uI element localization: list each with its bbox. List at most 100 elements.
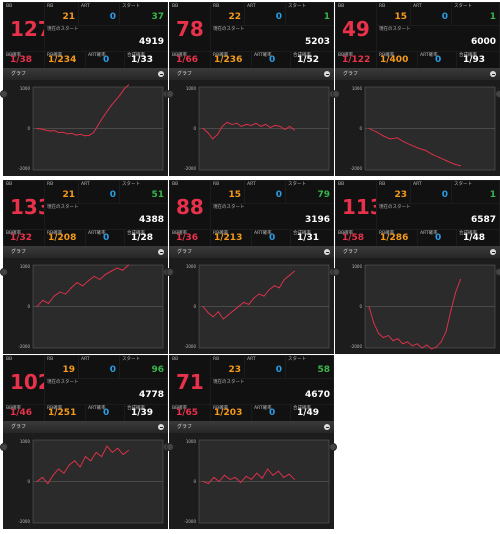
collapse-icon[interactable] [158, 71, 164, 77]
bb-cell-value: 102 [10, 370, 44, 394]
graph-header[interactable]: グラフ [3, 246, 168, 258]
data-point [234, 476, 236, 478]
data-point [407, 341, 408, 343]
start-cell-value: 96 [151, 365, 164, 375]
rb-rate-cell-value: 1/203 [214, 408, 243, 418]
data-point [238, 306, 240, 307]
scroll-left-handle[interactable] [0, 443, 8, 451]
y-tick-label: 1000 [20, 439, 31, 444]
bb-rate-cell-label: BB確率 [6, 231, 22, 236]
collapse-icon[interactable] [158, 249, 164, 255]
data-point [111, 451, 113, 453]
total-rate-cell: 合成確率 1/31 [291, 230, 333, 246]
y-tick-label: 1000 [186, 439, 197, 444]
rb-cell-label: RB [47, 4, 54, 9]
data-point [114, 100, 116, 101]
rb-rate-cell-value: 1/236 [214, 55, 243, 65]
scroll-left-handle[interactable] [166, 443, 174, 451]
data-point [231, 123, 233, 125]
data-point [123, 88, 125, 90]
data-point [431, 348, 433, 350]
y-tick-label: 1000 [20, 86, 31, 91]
data-point [378, 333, 380, 334]
collapse-icon[interactable] [490, 249, 496, 255]
bb-rate-cell-value: 1/38 [10, 55, 33, 65]
rb-rate-cell: RB確率 1/213 [211, 230, 251, 246]
data-point [263, 295, 265, 297]
total-rate-cell-value: 1/33 [131, 55, 154, 65]
data-point [274, 124, 276, 126]
current-start-cell-label: 現在のスタート [379, 205, 411, 210]
scroll-left-handle[interactable] [332, 90, 340, 98]
data-point [105, 273, 107, 275]
data-point [424, 149, 426, 151]
scroll-right-handle[interactable] [495, 268, 500, 276]
data-point [67, 133, 68, 135]
art-rate-cell: ART確率 0 [86, 52, 124, 68]
graph-header[interactable]: グラフ [335, 68, 500, 80]
graph-svg: 1000 0 -2000 [184, 264, 330, 349]
data-point [84, 135, 86, 137]
scroll-left-handle[interactable] [332, 268, 340, 276]
collapse-icon[interactable] [158, 424, 164, 430]
data-point [93, 132, 95, 134]
current-start-cell-value: 4778 [138, 390, 164, 400]
total-rate-cell-label: 合成確率 [293, 53, 311, 58]
data-point [233, 310, 234, 312]
bb-cell: BB 113 [336, 181, 376, 229]
start-cell: スタート 79 [286, 181, 333, 203]
bb-rate-cell: BB確率 1/66 [170, 52, 210, 68]
graph-header[interactable]: グラフ [169, 246, 334, 258]
collapse-icon[interactable] [324, 71, 330, 77]
scroll-left-handle[interactable] [0, 90, 8, 98]
bb-rate-cell: BB確率 1/36 [170, 230, 210, 246]
data-point [99, 279, 101, 280]
stats-grid: BB133RB21ART0スタート51現在のスタート4388BB確率1/32RB… [3, 180, 168, 246]
machine-panel: BB 49 RB 15 ART 0 スタート 1 現在のスタート 6000 BB確率 1/122 RB確… [332, 2, 500, 176]
graph-header[interactable]: グラフ [169, 68, 334, 80]
current-start-cell-label: 現在のスタート [213, 27, 245, 32]
start-cell: スタート 96 [120, 356, 167, 378]
data-point [110, 270, 112, 272]
scroll-left-handle[interactable] [166, 268, 174, 276]
graph-area: 1000 0 -2000 [166, 433, 337, 529]
y-tick-label: -2000 [350, 166, 362, 171]
data-point [42, 299, 44, 301]
data-point [256, 472, 258, 474]
graph-header[interactable]: グラフ [3, 421, 168, 433]
collapse-icon[interactable] [324, 424, 330, 430]
series-line [368, 279, 461, 350]
art-cell-value: 0 [275, 12, 282, 22]
bb-rate-cell-label: BB確率 [172, 406, 188, 411]
rb-cell-value: 15 [228, 190, 241, 200]
rb-rate-cell: RB確率 1/234 [45, 52, 85, 68]
data-point [122, 269, 124, 271]
total-rate-cell-value: 1/31 [297, 233, 320, 243]
data-point [202, 481, 204, 482]
total-rate-cell-label: 合成確率 [459, 53, 477, 58]
total-rate-cell-value: 1/93 [463, 55, 486, 65]
bb-rate-cell-label: BB確率 [172, 231, 188, 236]
start-cell-label: スタート [454, 4, 472, 9]
data-point [36, 128, 38, 129]
graph-header[interactable]: グラフ [3, 68, 168, 80]
scroll-right-handle[interactable] [495, 90, 500, 98]
art-rate-cell-value: 0 [435, 233, 442, 243]
current-start-cell: 現在のスタート 5203 [211, 26, 333, 51]
data-point [106, 111, 108, 113]
art-cell: ART 0 [79, 356, 119, 378]
bb-rate-cell-value: 1/66 [176, 55, 199, 65]
scroll-left-handle[interactable] [0, 268, 8, 276]
scroll-left-handle[interactable] [166, 90, 174, 98]
collapse-icon[interactable] [490, 71, 496, 77]
data-point [221, 125, 223, 127]
graph-header[interactable]: グラフ [335, 246, 500, 258]
data-point [453, 163, 454, 165]
current-start-cell-value: 4919 [138, 37, 164, 47]
scroll-right-handle[interactable] [329, 443, 337, 451]
rb-rate-cell: RB確率 1/203 [211, 405, 251, 421]
collapse-icon[interactable] [324, 249, 330, 255]
graph-header[interactable]: グラフ [169, 421, 334, 433]
graph-svg: 1000 0 -2000 [350, 264, 496, 350]
data-point [288, 274, 290, 276]
